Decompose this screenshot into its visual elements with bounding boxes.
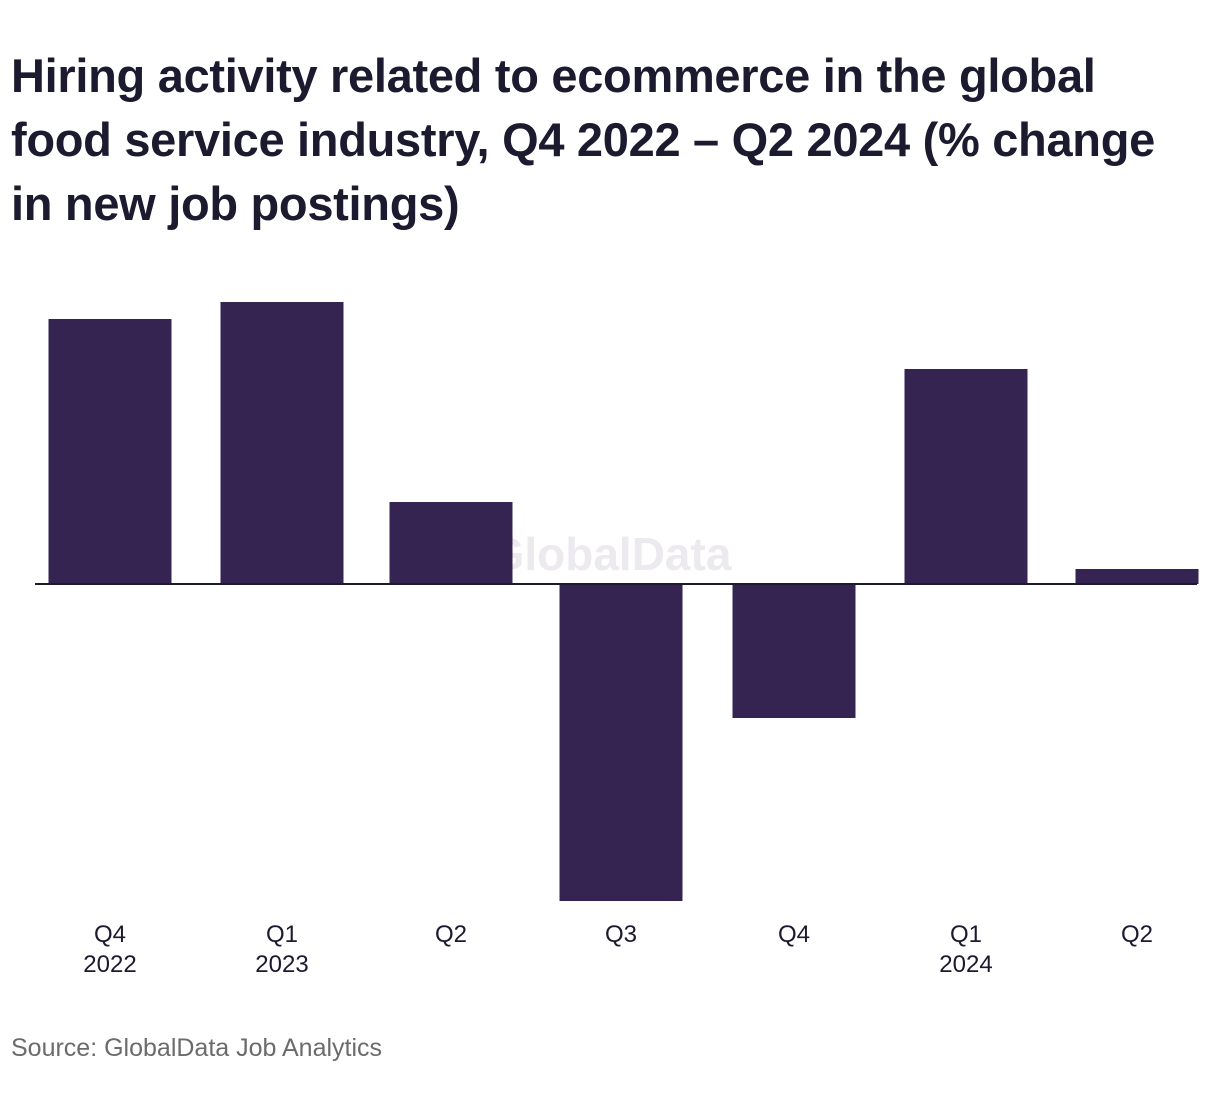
source-note: Source: GlobalData Job Analytics: [11, 1034, 383, 1062]
x-tick-year-label: 2022: [83, 951, 136, 978]
chart-title: Hiring activity related to ecommerce in …: [11, 49, 1155, 230]
bar: [389, 502, 513, 584]
x-tick-label: Q1: [950, 921, 982, 948]
x-tick-label: Q4: [778, 921, 810, 948]
bar: [48, 319, 172, 584]
bar: [559, 584, 683, 901]
x-tick-label: Q2: [1121, 921, 1153, 948]
bar: [732, 584, 856, 718]
watermark: GlobalData: [489, 528, 732, 580]
x-tick-label: Q2: [435, 921, 467, 948]
bar: [904, 369, 1028, 584]
x-tick-label: Q4: [94, 921, 126, 948]
bar: [1075, 569, 1199, 584]
x-tick-label: Q1: [266, 921, 298, 948]
x-tick-label: Q3: [605, 921, 637, 948]
x-tick-year-label: 2023: [255, 951, 308, 978]
x-tick-year-label: 2024: [939, 951, 992, 978]
bar: [220, 302, 344, 584]
